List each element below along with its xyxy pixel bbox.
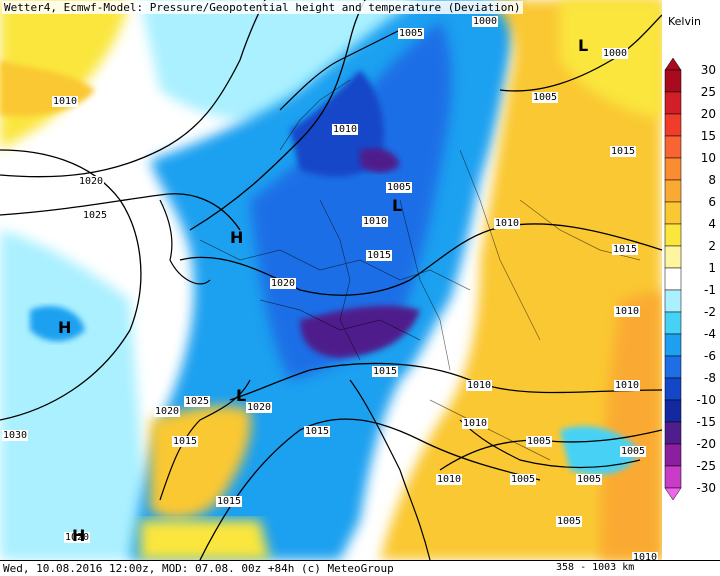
legend-tick-label: -10 xyxy=(696,393,716,407)
color-legend: Kelvin 30 25 20 15 10 8 6 4 2 1 -1 -2 -4 -6 -8 -10 -15 -2… xyxy=(662,0,720,560)
low-pressure-marker: L xyxy=(578,36,589,55)
isobar-label: 1025 xyxy=(82,210,109,221)
legend-tick-label: 20 xyxy=(700,107,716,121)
isobar-label: 1010 xyxy=(614,380,641,391)
temperature-deviation-field xyxy=(0,0,662,560)
legend-arrow-top xyxy=(664,58,682,71)
isobar-label: 1010 xyxy=(362,216,389,227)
isobar-label: 1005 xyxy=(556,516,583,527)
isobar-label: 1005 xyxy=(620,446,647,457)
high-pressure-marker: H xyxy=(72,526,86,545)
legend-tick-label: -8 xyxy=(704,371,716,385)
legend-tick-label: -6 xyxy=(704,349,716,363)
isobar-label: 1005 xyxy=(526,436,553,447)
isobar-label: 1005 xyxy=(576,474,603,485)
status-bar: Wed, 10.08.2016 12:00z, MOD: 07.08. 00z … xyxy=(0,560,720,576)
legend-swatch xyxy=(664,289,682,313)
isobar-label: 1005 xyxy=(532,92,559,103)
isobar-label: 1015 xyxy=(172,436,199,447)
legend-tick-label: -30 xyxy=(696,481,716,495)
legend-swatch xyxy=(664,465,682,489)
legend-tick-label: 2 xyxy=(708,239,716,253)
isobar-label: 1000 xyxy=(472,16,499,27)
legend-swatch xyxy=(664,113,682,137)
legend-swatch xyxy=(664,245,682,269)
legend-swatch xyxy=(664,443,682,467)
legend-unit: Kelvin xyxy=(668,15,702,28)
legend-tick-label: -20 xyxy=(696,437,716,451)
legend-tick-label: 4 xyxy=(708,217,716,231)
legend-swatch xyxy=(664,157,682,181)
isobar-label: 1020 xyxy=(64,532,91,543)
high-pressure-marker: H xyxy=(230,228,244,247)
isobar-label: 1020 xyxy=(270,278,297,289)
isobar-label: 1015 xyxy=(372,366,399,377)
isobar-label: 1000 xyxy=(602,48,629,59)
legend-swatch xyxy=(664,399,682,423)
legend-tick-label: -1 xyxy=(704,283,716,297)
legend-arrow-bottom xyxy=(664,487,682,501)
isobar-label: 1015 xyxy=(366,250,393,261)
legend-tick-label: 8 xyxy=(708,173,716,187)
legend-tick-label: 15 xyxy=(700,129,716,143)
legend-tick-label: -25 xyxy=(696,459,716,473)
scale-text: 358 - 1003 km xyxy=(556,562,635,573)
legend-tick-label: 30 xyxy=(700,63,716,77)
legend-color-bar xyxy=(664,58,682,501)
isobar-label: 1015 xyxy=(304,426,331,437)
chart-title: Wetter4, Ecmwf-Model: Pressure/Geopotent… xyxy=(2,1,523,14)
legend-tick-label: 10 xyxy=(700,151,716,165)
isobar-label: 1015 xyxy=(612,244,639,255)
legend-swatch xyxy=(664,355,682,379)
legend-swatch xyxy=(664,223,682,247)
high-pressure-marker: H xyxy=(58,318,72,337)
map-area: Wetter4, Ecmwf-Model: Pressure/Geopotent… xyxy=(0,0,662,560)
isobar-label: 1030 xyxy=(2,430,29,441)
legend-tick-label: -15 xyxy=(696,415,716,429)
isobar-label: 1010 xyxy=(462,418,489,429)
isobar-label: 1020 xyxy=(154,406,181,417)
legend-swatch xyxy=(664,311,682,335)
legend-tick-label: 6 xyxy=(708,195,716,209)
legend-swatch xyxy=(664,377,682,401)
isobar-label: 1005 xyxy=(386,182,413,193)
legend-swatch xyxy=(664,421,682,445)
legend-swatch xyxy=(664,91,682,115)
legend-swatch xyxy=(664,135,682,159)
low-pressure-marker: L xyxy=(236,386,247,405)
isobar-label: 1020 xyxy=(246,402,273,413)
isobar-label: 1005 xyxy=(398,28,425,39)
isobar-label: 1010 xyxy=(436,474,463,485)
isobar-label: 1020 xyxy=(78,176,105,187)
isobar-label: 1015 xyxy=(216,496,243,507)
legend-swatch xyxy=(664,267,682,291)
legend-swatch xyxy=(664,201,682,225)
isobar-label: 1025 xyxy=(184,396,211,407)
isobar-label: 1005 xyxy=(510,474,537,485)
legend-tick-label: -2 xyxy=(704,305,716,319)
legend-swatch xyxy=(664,69,682,93)
isobar-label: 1010 xyxy=(494,218,521,229)
low-pressure-marker: L xyxy=(392,196,403,215)
isobar-label: 1010 xyxy=(614,306,641,317)
isobar-label: 1010 xyxy=(332,124,359,135)
isobar-label: 1015 xyxy=(610,146,637,157)
legend-tick-label: 25 xyxy=(700,85,716,99)
legend-swatch xyxy=(664,179,682,203)
legend-tick-label: -4 xyxy=(704,327,716,341)
status-datetime: Wed, 10.08.2016 12:00z, MOD: 07.08. 00z … xyxy=(3,562,394,575)
legend-swatch xyxy=(664,333,682,357)
isobar-label: 1010 xyxy=(632,552,659,560)
legend-tick-label: 1 xyxy=(708,261,716,275)
isobar-label: 1010 xyxy=(466,380,493,391)
isobar-label: 1010 xyxy=(52,96,79,107)
